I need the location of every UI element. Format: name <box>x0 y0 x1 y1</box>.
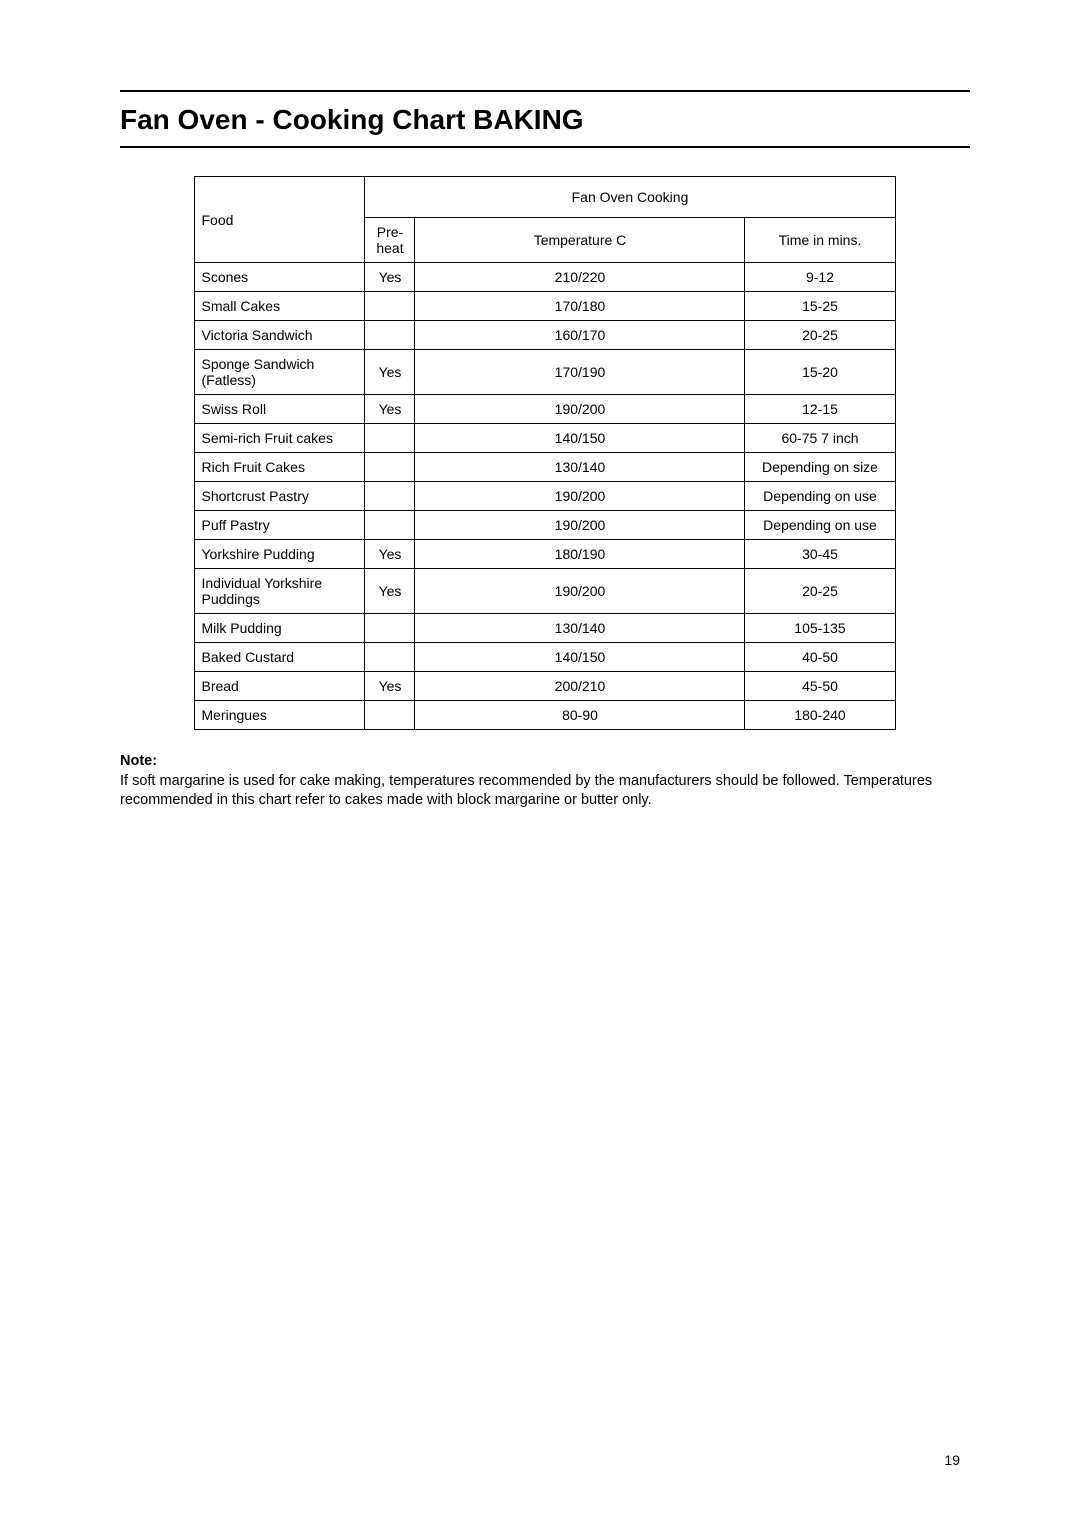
table-row: Yorkshire PuddingYes180/19030-45 <box>195 540 895 569</box>
table-row: Puff Pastry 190/200Depending on use <box>195 511 895 540</box>
cell-preheat: Yes <box>365 569 415 614</box>
table-row: SconesYes210/2209-12 <box>195 263 895 292</box>
cell-preheat <box>365 511 415 540</box>
cell-preheat: Yes <box>365 350 415 395</box>
table-row: Semi-rich Fruit cakes 140/15060-75 7 inch <box>195 424 895 453</box>
cell-temperature: 160/170 <box>415 321 745 350</box>
table-row: Baked Custard 140/15040-50 <box>195 643 895 672</box>
table-row: Sponge Sandwich (Fatless)Yes170/19015-20 <box>195 350 895 395</box>
cell-food: Baked Custard <box>195 643 365 672</box>
cell-food: Shortcrust Pastry <box>195 482 365 511</box>
table-row: Shortcrust Pastry 190/200Depending on use <box>195 482 895 511</box>
table-container: Food Fan Oven Cooking Pre-heat Temperatu… <box>120 176 970 730</box>
cell-temperature: 190/200 <box>415 569 745 614</box>
note-label: Note: <box>120 753 157 769</box>
cell-temperature: 140/150 <box>415 643 745 672</box>
cell-time: 105-135 <box>745 614 895 643</box>
cell-preheat <box>365 643 415 672</box>
cell-food: Sponge Sandwich (Fatless) <box>195 350 365 395</box>
cell-food: Rich Fruit Cakes <box>195 453 365 482</box>
cell-preheat <box>365 424 415 453</box>
cell-temperature: 190/200 <box>415 511 745 540</box>
cell-preheat: Yes <box>365 540 415 569</box>
cell-food: Puff Pastry <box>195 511 365 540</box>
cell-preheat: Yes <box>365 263 415 292</box>
cell-time: 15-25 <box>745 292 895 321</box>
cell-time: 12-15 <box>745 395 895 424</box>
col-header-temperature: Temperature C <box>415 218 745 263</box>
cell-preheat <box>365 321 415 350</box>
cell-temperature: 170/180 <box>415 292 745 321</box>
table-row: Individual Yorkshire PuddingsYes190/2002… <box>195 569 895 614</box>
table-row: Rich Fruit Cakes 130/140Depending on size <box>195 453 895 482</box>
top-rule <box>120 90 970 92</box>
cell-temperature: 190/200 <box>415 395 745 424</box>
cell-temperature: 190/200 <box>415 482 745 511</box>
cell-time: 20-25 <box>745 321 895 350</box>
cell-preheat <box>365 482 415 511</box>
cell-preheat: Yes <box>365 672 415 701</box>
cell-food: Semi-rich Fruit cakes <box>195 424 365 453</box>
cell-food: Milk Pudding <box>195 614 365 643</box>
cell-time: 9-12 <box>745 263 895 292</box>
cell-time: 15-20 <box>745 350 895 395</box>
cell-temperature: 130/140 <box>415 453 745 482</box>
under-title-rule <box>120 146 970 148</box>
cell-time: Depending on use <box>745 482 895 511</box>
table-row: Milk Pudding 130/140105-135 <box>195 614 895 643</box>
cell-time: Depending on size <box>745 453 895 482</box>
cell-preheat <box>365 292 415 321</box>
col-header-preheat: Pre-heat <box>365 218 415 263</box>
col-header-food: Food <box>195 177 365 263</box>
cell-food: Meringues <box>195 701 365 730</box>
cell-time: 20-25 <box>745 569 895 614</box>
cell-food: Small Cakes <box>195 292 365 321</box>
cell-food: Individual Yorkshire Puddings <box>195 569 365 614</box>
cell-food: Bread <box>195 672 365 701</box>
cell-temperature: 200/210 <box>415 672 745 701</box>
note-body: If soft margarine is used for cake makin… <box>120 773 932 809</box>
table-row: Victoria Sandwich 160/17020-25 <box>195 321 895 350</box>
cell-preheat: Yes <box>365 395 415 424</box>
cooking-chart-table: Food Fan Oven Cooking Pre-heat Temperatu… <box>194 176 895 730</box>
cell-temperature: 170/190 <box>415 350 745 395</box>
note-block: Note: If soft margarine is used for cake… <box>120 752 970 811</box>
cell-time: 40-50 <box>745 643 895 672</box>
cooking-chart-body: SconesYes210/2209-12Small Cakes170/18015… <box>195 263 895 730</box>
cell-food: Scones <box>195 263 365 292</box>
col-header-group: Fan Oven Cooking <box>365 177 895 218</box>
cell-temperature: 80-90 <box>415 701 745 730</box>
cell-temperature: 130/140 <box>415 614 745 643</box>
cell-food: Victoria Sandwich <box>195 321 365 350</box>
page-number: 19 <box>944 1452 960 1468</box>
table-row: Swiss RollYes190/20012-15 <box>195 395 895 424</box>
table-row: Meringues 80-90180-240 <box>195 701 895 730</box>
cell-food: Swiss Roll <box>195 395 365 424</box>
cell-food: Yorkshire Pudding <box>195 540 365 569</box>
cell-temperature: 210/220 <box>415 263 745 292</box>
col-header-time: Time in mins. <box>745 218 895 263</box>
table-row: BreadYes200/21045-50 <box>195 672 895 701</box>
cell-preheat <box>365 453 415 482</box>
cell-time: 180-240 <box>745 701 895 730</box>
cell-temperature: 140/150 <box>415 424 745 453</box>
cell-temperature: 180/190 <box>415 540 745 569</box>
cell-preheat <box>365 701 415 730</box>
table-row: Small Cakes 170/18015-25 <box>195 292 895 321</box>
page-title: Fan Oven - Cooking Chart BAKING <box>120 104 970 136</box>
cell-preheat <box>365 614 415 643</box>
cell-time: 30-45 <box>745 540 895 569</box>
cell-time: 45-50 <box>745 672 895 701</box>
cell-time: Depending on use <box>745 511 895 540</box>
cell-time: 60-75 7 inch <box>745 424 895 453</box>
